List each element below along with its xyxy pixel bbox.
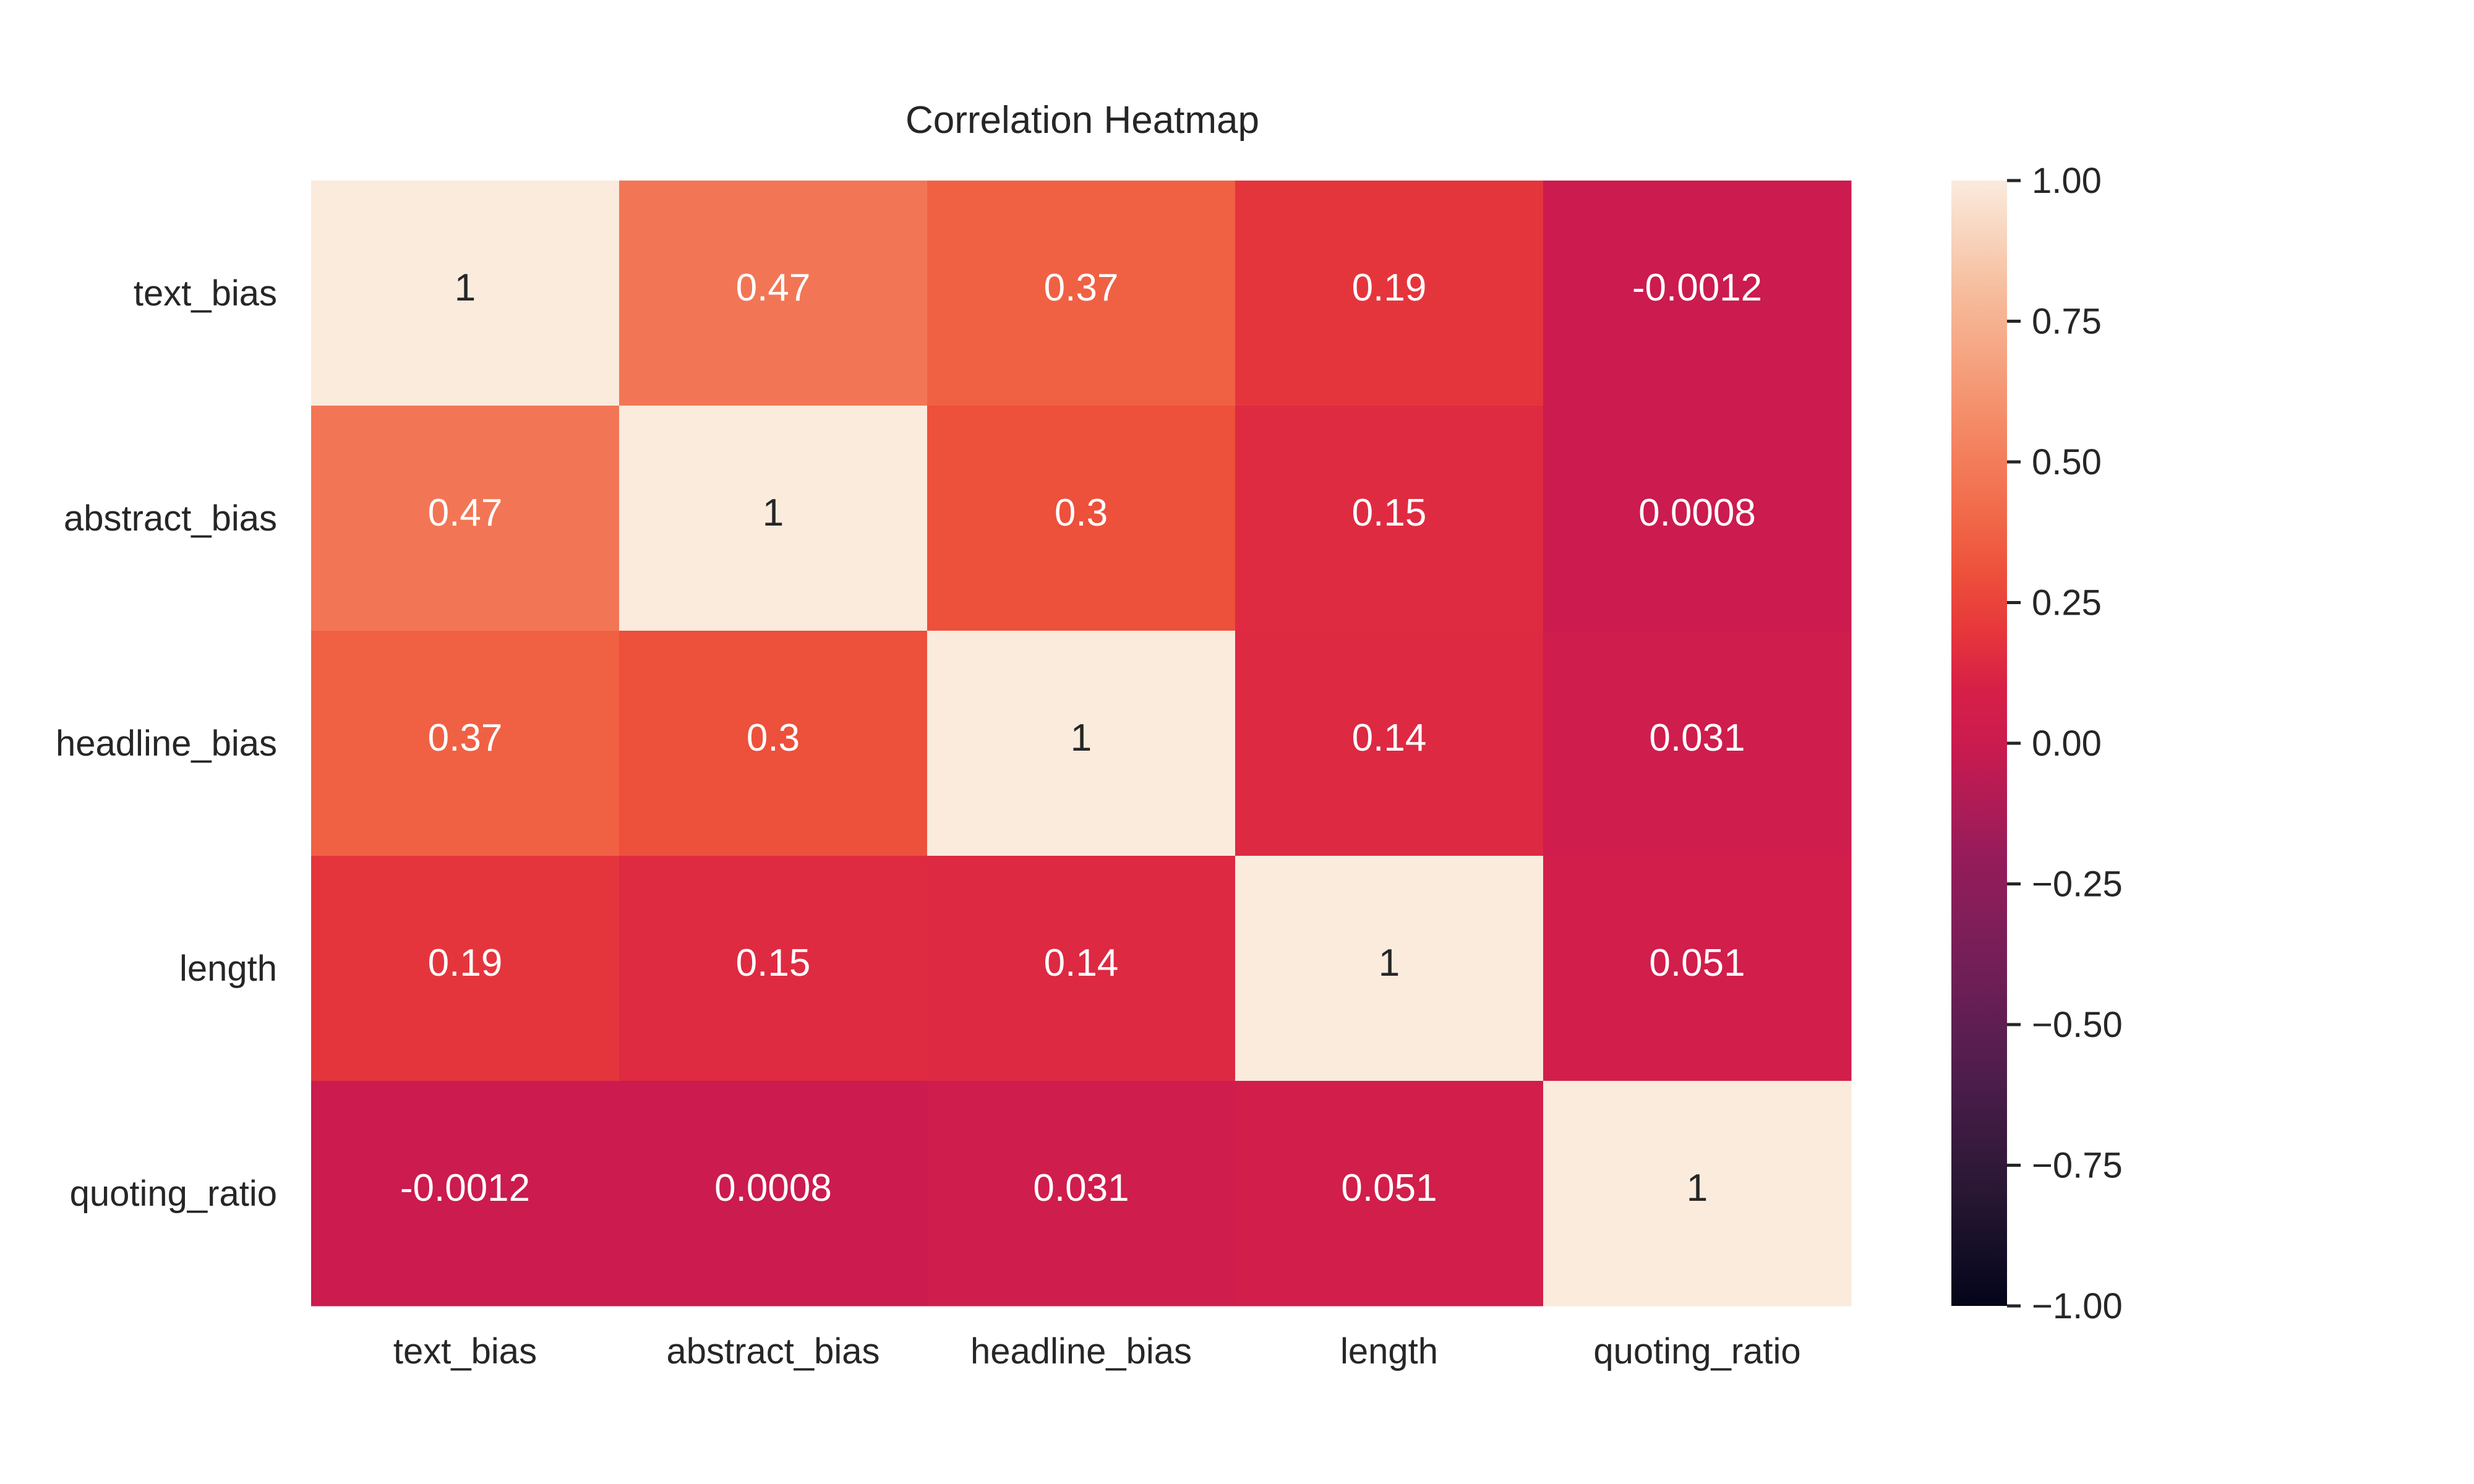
colorbar-tick-label: 0.25	[2032, 583, 2102, 623]
heatmap-cells	[311, 181, 1852, 1307]
colorbar-tick-label: −0.50	[2032, 1005, 2123, 1045]
colorbar-tick-label: −1.00	[2032, 1286, 2123, 1326]
heatmap-cell	[1235, 406, 1544, 631]
y-tick-label: headline_bias	[56, 723, 277, 764]
cell-value-label: 1	[1379, 942, 1400, 984]
heatmap-cell	[927, 181, 1236, 406]
heatmap-cell	[927, 856, 1236, 1081]
x-axis-tick-labels: text_bias abstract_bias headline_bias lengt…	[393, 1331, 1801, 1371]
cell-value-label: -0.0012	[1632, 267, 1762, 309]
x-tick-label: abstract_bias	[667, 1331, 880, 1371]
heatmap-cell-labels: 1 0.47 0.37 0.19 -0.0012 0.47 1 0.3 0.15 0.0008 0.…	[400, 267, 1762, 1209]
x-tick-label: quoting_ratio	[1593, 1331, 1800, 1371]
colorbar	[1951, 181, 2007, 1306]
cell-value-label: 0.14	[1044, 942, 1119, 984]
cell-value-label: 0.0008	[714, 1167, 832, 1209]
heatmap-cell	[927, 406, 1236, 631]
heatmap-cell	[1543, 856, 1852, 1081]
x-tick-label: headline_bias	[970, 1331, 1192, 1371]
colorbar-tick-label: 0.00	[2032, 723, 2102, 764]
heatmap-cell	[619, 406, 928, 631]
cell-value-label: -0.0012	[400, 1167, 530, 1209]
cell-value-label: 1	[1071, 717, 1092, 759]
heatmap-cell	[1543, 406, 1852, 631]
colorbar-tick-label: 1.00	[2032, 161, 2102, 201]
heatmap-cell	[311, 406, 620, 631]
cell-value-label: 0.3	[747, 717, 800, 759]
cell-value-label: 0.14	[1352, 717, 1427, 759]
x-tick-label: length	[1340, 1331, 1438, 1371]
heatmap-cell	[1235, 631, 1544, 856]
y-tick-label: abstract_bias	[64, 498, 277, 539]
colorbar-tick-label: 0.75	[2032, 302, 2102, 342]
cell-value-label: 0.47	[736, 267, 811, 309]
heatmap-cell	[1235, 181, 1544, 406]
y-tick-label: quoting_ratio	[70, 1174, 277, 1214]
cell-value-label: 1	[763, 492, 784, 534]
cell-value-label: 0.0008	[1638, 492, 1756, 534]
cell-value-label: 1	[1687, 1167, 1708, 1209]
colorbar-tick-label: −0.75	[2032, 1146, 2123, 1186]
cell-value-label: 0.37	[428, 717, 503, 759]
heatmap-cell	[311, 631, 620, 856]
y-tick-label: text_bias	[134, 273, 277, 313]
heatmap-cell	[1543, 181, 1852, 406]
y-axis-tick-labels: text_bias abstract_bias headline_biaslengt…	[56, 273, 277, 1214]
cell-value-label: 0.031	[1033, 1167, 1129, 1209]
x-tick-label: text_bias	[393, 1331, 537, 1371]
heatmap-cell	[619, 856, 928, 1081]
cell-value-label: 0.19	[428, 942, 503, 984]
heatmap-cell	[311, 1081, 620, 1307]
cell-value-label: 0.19	[1352, 267, 1427, 309]
heatmap-cell	[619, 1081, 928, 1307]
heatmap-cell	[1235, 856, 1544, 1081]
heatmap-cell	[1543, 631, 1852, 856]
heatmap-cell	[311, 856, 620, 1081]
heatmap-cell	[1543, 1081, 1852, 1307]
y-tick-label: length	[179, 949, 277, 989]
heatmap-cell	[927, 1081, 1236, 1307]
colorbar-ticks: 1.00 0.75 0.50 0.25 0.00 −0.25 −0.50 −0.75 −1.00	[2007, 161, 2123, 1326]
cell-value-label: 0.051	[1341, 1167, 1437, 1209]
cell-value-label: 0.37	[1044, 267, 1119, 309]
colorbar-tick-label: −0.25	[2032, 864, 2123, 905]
cell-value-label: 0.15	[1352, 492, 1427, 534]
cell-value-label: 0.47	[428, 492, 503, 534]
cell-value-label: 0.3	[1055, 492, 1108, 534]
heatmap-cell	[619, 631, 928, 856]
cell-value-label: 0.15	[736, 942, 811, 984]
cell-value-label: 0.051	[1649, 942, 1745, 984]
heatmap-cell	[1235, 1081, 1544, 1307]
heatmap-cell	[927, 631, 1236, 856]
heatmap-cell	[619, 181, 928, 406]
cell-value-label: 0.031	[1649, 717, 1745, 759]
cell-value-label: 1	[455, 267, 476, 309]
colorbar-tick-label: 0.50	[2032, 442, 2102, 482]
heatmap-cell	[311, 181, 620, 406]
chart-title: Correlation Heatmap	[905, 99, 1259, 142]
